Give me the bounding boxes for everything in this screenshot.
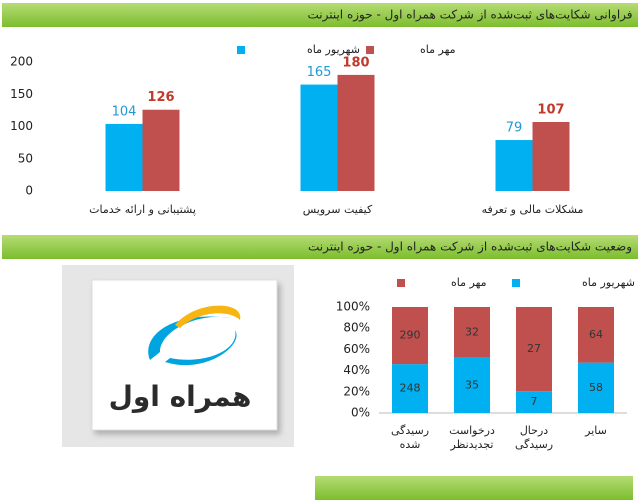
value-label: 64 xyxy=(589,328,603,341)
bar-segment xyxy=(578,362,614,413)
x-tick-label: درحال رسیدگی xyxy=(514,424,554,451)
bar xyxy=(495,140,533,191)
y-tick-label: 200 xyxy=(10,55,33,69)
y-tick-label: 100 xyxy=(10,119,33,133)
bar xyxy=(105,123,143,191)
logo-card xyxy=(91,279,278,431)
banner-title: وضعیت شکایت‌های ثبت‌شده از شرکت همراه او… xyxy=(308,240,632,255)
value-label: 104 xyxy=(112,104,137,119)
legend-label: مهر ماه xyxy=(451,276,487,289)
banner xyxy=(2,235,638,259)
banner-title: فراوانی شکایت‌های ثبت‌شده از شرکت همراه … xyxy=(307,8,632,23)
bar xyxy=(142,109,180,191)
bar xyxy=(337,74,375,191)
legend-label: شهریور ماه xyxy=(582,276,635,289)
y-tick-label: 150 xyxy=(10,87,33,101)
y-tick-label: 100% xyxy=(336,300,370,314)
legend-swatch xyxy=(366,46,374,54)
bar-segment xyxy=(578,307,614,363)
logo-swoosh xyxy=(175,305,241,328)
bar xyxy=(532,121,570,191)
legend-label: شهریور ماه xyxy=(307,43,360,56)
bar-segment xyxy=(392,307,428,365)
y-tick-label: 20% xyxy=(343,384,370,398)
legend-swatch xyxy=(397,279,405,287)
bar-segment xyxy=(516,391,552,413)
y-tick-label: 0% xyxy=(351,406,370,420)
value-label: 165 xyxy=(307,65,332,80)
banner xyxy=(2,3,638,27)
legend-swatch xyxy=(512,279,520,287)
value-label: 79 xyxy=(506,121,523,136)
value-label: 35 xyxy=(465,378,479,391)
value-label: 107 xyxy=(537,102,564,117)
value-label: 180 xyxy=(342,55,369,70)
bar-segment xyxy=(454,357,490,413)
y-tick-label: 60% xyxy=(343,342,370,356)
x-tick-label: کیفیت سرویس xyxy=(302,203,373,216)
value-label: 32 xyxy=(465,325,479,338)
y-tick-label: 40% xyxy=(343,363,370,377)
value-label: 290 xyxy=(400,329,421,342)
legend-label: مهر ماه xyxy=(420,43,456,56)
footer-bar xyxy=(315,476,633,500)
x-tick-label: سایر xyxy=(585,424,607,437)
logo-panel: همراه اول xyxy=(62,265,294,447)
value-label: 126 xyxy=(147,90,174,105)
value-label: 248 xyxy=(400,382,421,395)
value-label: 7 xyxy=(531,395,538,408)
bar-segment xyxy=(454,307,490,358)
legend-swatch xyxy=(237,46,245,54)
x-tick-label: درخواست تجدیدنظر xyxy=(449,424,495,451)
x-tick-label: پشتیبانی و ارائه خدمات xyxy=(89,203,196,216)
logo-swoosh xyxy=(148,316,230,360)
logo-text: همراه اول xyxy=(109,380,252,413)
bar-segment xyxy=(392,364,428,413)
y-tick-label: 0 xyxy=(25,184,33,198)
y-tick-label: 80% xyxy=(343,321,370,335)
x-tick-label: مشکلات مالی و تعرفه xyxy=(481,203,584,216)
bar-segment xyxy=(516,307,552,392)
value-label: 58 xyxy=(589,381,603,394)
y-tick-label: 50 xyxy=(18,151,33,165)
logo-swoosh xyxy=(165,330,237,366)
x-tick-label: رسیدگی شده xyxy=(390,424,430,451)
bar xyxy=(300,84,338,191)
value-label: 27 xyxy=(527,342,541,355)
